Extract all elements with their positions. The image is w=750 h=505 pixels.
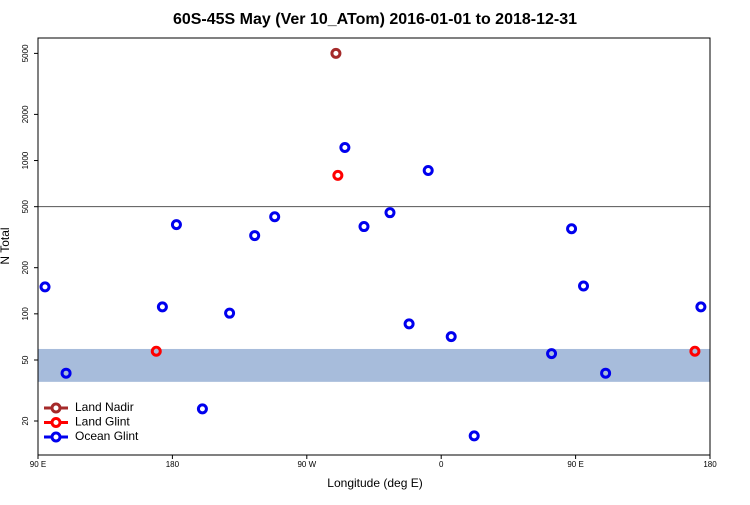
legend-label: Land Glint: [75, 415, 130, 429]
y-tick-label: 2000: [21, 105, 30, 123]
data-point: [224, 307, 236, 319]
data-point: [445, 331, 457, 343]
band: [38, 348, 710, 382]
data-point: [578, 280, 590, 292]
data-point: [156, 301, 168, 313]
data-point: [150, 345, 162, 357]
y-tick-label: 5000: [21, 44, 30, 62]
y-tick-label: 100: [21, 307, 30, 321]
data-point: [39, 281, 51, 293]
data-point: [695, 301, 707, 313]
x-tick-label: 180: [166, 460, 180, 469]
legend-marker: [50, 402, 62, 414]
data-point: [330, 47, 342, 59]
data-point: [249, 230, 261, 242]
data-point: [689, 345, 701, 357]
x-axis-label: Longitude (deg E): [327, 476, 422, 490]
x-tick-label: 0: [439, 460, 444, 469]
plot-frame: [37, 37, 711, 456]
y-tick-label: 1000: [21, 151, 30, 169]
y-tick-label: 200: [21, 260, 30, 274]
data-point: [546, 348, 558, 360]
data-point: [468, 430, 480, 442]
legend-label: Land Nadir: [75, 400, 134, 414]
chart-title: 60S-45S May (Ver 10_ATom) 2016-01-01 to …: [173, 11, 577, 28]
data-point: [384, 207, 396, 219]
data-point: [358, 221, 370, 233]
data-point: [600, 367, 612, 379]
legend-marker: [50, 417, 62, 428]
y-tick-label: 20: [21, 416, 30, 425]
y-tick-label: 500: [21, 199, 30, 213]
data-point: [332, 169, 344, 181]
y-axis-label: N Total: [0, 227, 12, 264]
data-point: [196, 403, 208, 415]
data-point: [339, 142, 351, 154]
x-tick-label: 90 E: [567, 460, 583, 469]
x-tick-label: 180: [703, 460, 717, 469]
legend-label: Ocean Glint: [75, 429, 139, 443]
data-point: [422, 165, 434, 177]
x-tick-label: 90 E: [30, 460, 46, 469]
data-point: [170, 219, 182, 231]
x-tick-label: 90 W: [297, 460, 316, 469]
legend-marker: [50, 431, 62, 443]
y-tick-label: 50: [21, 355, 30, 364]
data-point: [60, 367, 72, 379]
data-point: [403, 318, 415, 330]
data-point: [269, 211, 281, 223]
data-point: [566, 223, 578, 235]
